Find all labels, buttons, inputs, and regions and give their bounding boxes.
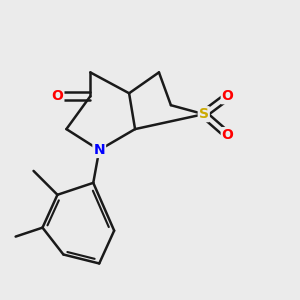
Text: N: N [93, 143, 105, 157]
Text: O: O [222, 89, 234, 103]
Text: O: O [52, 89, 63, 103]
Text: S: S [199, 107, 209, 121]
Text: O: O [222, 128, 234, 142]
